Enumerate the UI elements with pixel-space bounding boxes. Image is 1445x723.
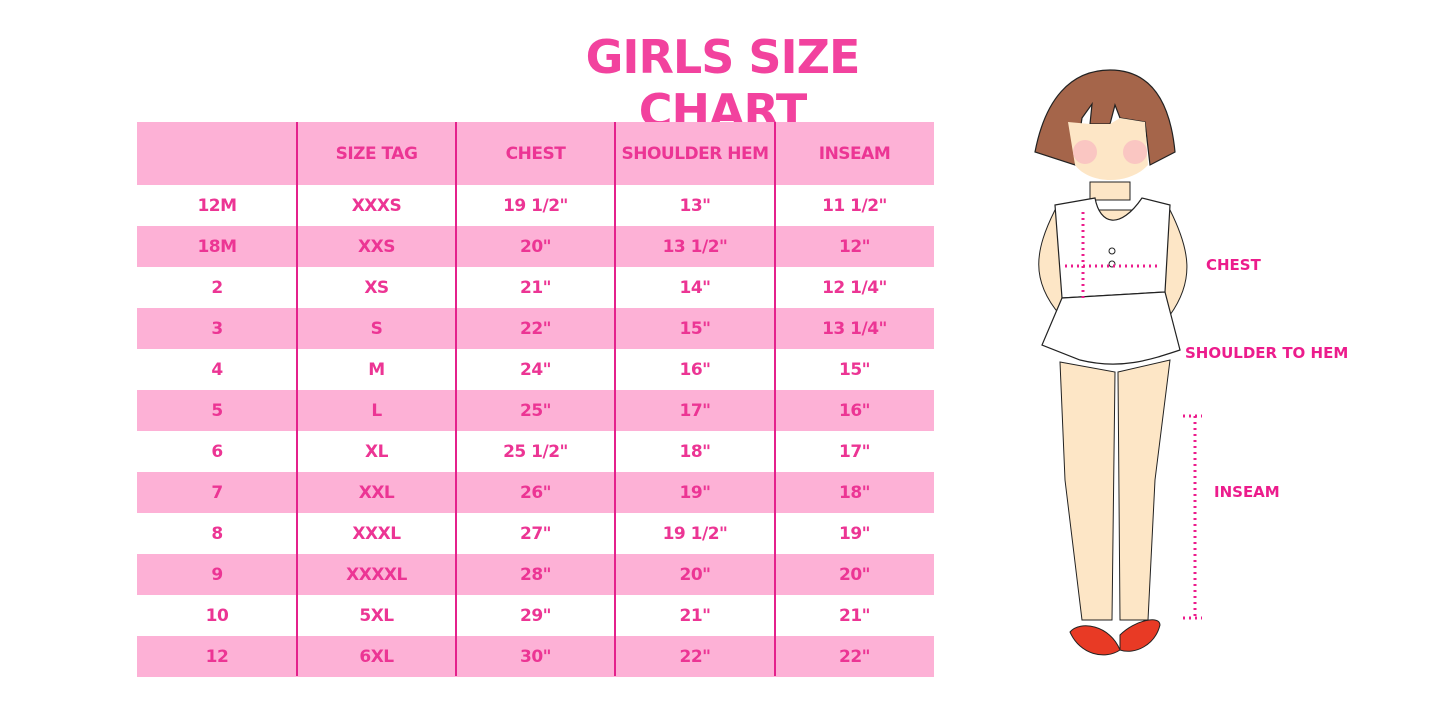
- table-cell: 12M: [197, 195, 237, 216]
- table-cell: 19": [679, 482, 711, 503]
- shoulder-to-hem-label: SHOULDER TO HEM: [1185, 344, 1349, 362]
- table-row: 4 M 24" 16" 15": [137, 349, 934, 390]
- table-cell: 20": [519, 236, 552, 257]
- table-cell: 6: [211, 441, 223, 462]
- table-cell: 24": [519, 359, 552, 380]
- inseam-label: INSEAM: [1214, 483, 1280, 501]
- table-row: 12M XXXS 19 1/2" 13" 11 1/2": [137, 185, 934, 226]
- table-row: 12 6XL 30" 22" 22": [137, 636, 934, 677]
- table-cell: 6XL: [359, 646, 394, 667]
- table-row: 3 S 22" 15" 13 1/4": [137, 308, 934, 349]
- table-cell: 12: [205, 646, 229, 667]
- table-cell: 21": [838, 605, 871, 626]
- table-cell: L: [371, 400, 382, 421]
- table-cell: 26": [519, 482, 552, 503]
- table-cell: 13": [679, 195, 711, 216]
- table-cell: 29": [519, 605, 552, 626]
- table-cell: 22": [838, 646, 871, 667]
- table-cell: 9: [211, 564, 223, 585]
- table-cell: 19": [838, 523, 871, 544]
- table-cell: 18M: [197, 236, 237, 257]
- table-row: 18M XXS 20" 13 1/2" 12": [137, 226, 934, 267]
- table-row: 5 L 25" 17" 16": [137, 390, 934, 431]
- table-cell: 5XL: [359, 605, 394, 626]
- table-cell: 7: [211, 482, 223, 503]
- table-cell: 16": [679, 359, 711, 380]
- table-cell: 25": [519, 400, 552, 421]
- table-cell: 21": [519, 277, 552, 298]
- girl-illustration: [1034, 69, 1202, 656]
- table-cell: 14": [679, 277, 711, 298]
- table-row: 8 XXXL 27" 19 1/2" 19": [137, 513, 934, 554]
- table-cell: 28": [519, 564, 552, 585]
- table-row: 10 5XL 29" 21" 21": [137, 595, 934, 636]
- table-cell: 12 1/4": [822, 277, 887, 298]
- table-cell: 22": [519, 318, 552, 339]
- table-cell: 2: [211, 277, 223, 298]
- table-cell: 12": [838, 236, 871, 257]
- table-cell: 19 1/2": [662, 523, 728, 544]
- table-cell: 5: [211, 400, 223, 421]
- table-cell: 17": [679, 400, 711, 421]
- table-cell: 13 1/4": [822, 318, 887, 339]
- page-title: GIRLS SIZE CHART: [585, 30, 861, 138]
- table-cell: XXXL: [352, 523, 401, 544]
- table-cell: 20": [679, 564, 711, 585]
- table-cell: 22": [679, 646, 711, 667]
- table-cell: S: [370, 318, 383, 339]
- column-divider: [614, 122, 616, 676]
- table-cell: 25 1/2": [503, 441, 568, 462]
- table-cell: 16": [838, 400, 871, 421]
- table-cell: 15": [679, 318, 711, 339]
- header-cell: SIZE TAG: [335, 143, 418, 164]
- table-cell: 27": [519, 523, 552, 544]
- table-header: SIZE TAG CHEST SHOULDER HEM INSEAM: [137, 122, 934, 185]
- table-cell: 21": [679, 605, 711, 626]
- table-row: 9 XXXXL 28" 20" 20": [137, 554, 934, 595]
- table-cell: 8: [211, 523, 223, 544]
- table-cell: 13 1/2": [662, 236, 728, 257]
- table-row: 2 XS 21" 14" 12 1/4": [137, 267, 934, 308]
- column-divider: [455, 122, 457, 676]
- table-cell: XXXS: [351, 195, 402, 216]
- table-row: 6 XL 25 1/2" 18" 17": [137, 431, 934, 472]
- table-cell: XXS: [358, 236, 395, 257]
- chest-label: CHEST: [1206, 256, 1261, 274]
- table-cell: 18": [679, 441, 711, 462]
- table-cell: XS: [364, 277, 389, 298]
- table-cell: 17": [838, 441, 871, 462]
- table-cell: 18": [838, 482, 871, 503]
- column-divider: [774, 122, 776, 676]
- header-cell: SHOULDER HEM: [621, 143, 769, 164]
- table-cell: XXXXL: [346, 564, 407, 585]
- table-cell: XXL: [358, 482, 395, 503]
- table-cell: 30": [519, 646, 552, 667]
- table-cell: 15": [838, 359, 871, 380]
- header-cell: INSEAM: [818, 143, 891, 164]
- header-cell: CHEST: [505, 143, 566, 164]
- table-cell: 11 1/2": [822, 195, 887, 216]
- table-cell: XL: [365, 441, 388, 462]
- table-cell: 20": [838, 564, 871, 585]
- table-cell: 3: [211, 318, 223, 339]
- size-table: SIZE TAG CHEST SHOULDER HEM INSEAM 12M XX…: [137, 122, 934, 677]
- table-row: 7 XXL 26" 19" 18": [137, 472, 934, 513]
- column-divider: [296, 122, 298, 676]
- table-cell: 4: [211, 359, 223, 380]
- table-cell: 19 1/2": [503, 195, 568, 216]
- table-cell: M: [368, 359, 385, 380]
- table-cell: 10: [205, 605, 229, 626]
